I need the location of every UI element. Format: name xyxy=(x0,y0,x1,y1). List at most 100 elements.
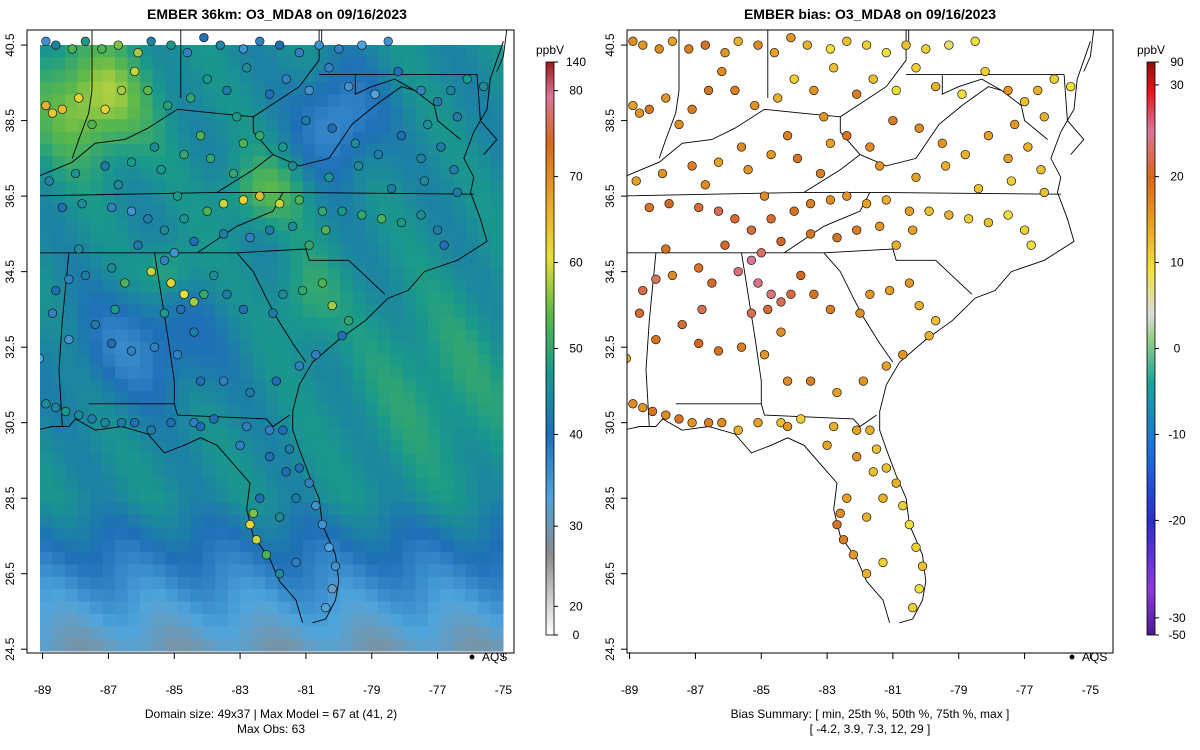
site-marker xyxy=(281,467,291,477)
bias-site-marker xyxy=(838,535,849,545)
bias-site-marker xyxy=(957,89,967,99)
site-marker xyxy=(265,225,275,235)
bias-site-marker xyxy=(819,112,829,122)
site-marker xyxy=(60,406,71,417)
bias-site-marker xyxy=(687,418,697,428)
bias-site-marker xyxy=(914,584,924,594)
site-marker xyxy=(479,81,489,92)
site-marker xyxy=(222,289,232,299)
bias-site-marker xyxy=(746,225,757,235)
site-marker xyxy=(70,168,81,179)
bias-site-marker xyxy=(940,161,951,171)
bias-site-marker xyxy=(944,40,954,50)
bias-site-marker xyxy=(861,40,872,50)
site-marker xyxy=(143,214,153,224)
bias-site-marker xyxy=(832,519,842,530)
site-marker xyxy=(238,138,249,148)
bias-site-marker xyxy=(931,81,941,92)
site-marker xyxy=(416,153,426,164)
site-marker xyxy=(77,199,87,209)
bias-site-marker xyxy=(891,478,901,488)
site-marker xyxy=(245,387,255,398)
bias-site-marker xyxy=(1026,240,1036,250)
site-marker xyxy=(215,40,225,50)
bias-site-marker xyxy=(720,240,730,250)
site-marker xyxy=(350,138,360,148)
bias-site-marker xyxy=(1003,210,1013,220)
site-marker xyxy=(324,542,334,552)
lat-tick-label: 30.5 xyxy=(603,411,617,435)
site-marker xyxy=(186,93,196,103)
site-marker xyxy=(419,176,430,186)
site-marker xyxy=(172,191,183,201)
lon-tick-label: -87 xyxy=(100,683,118,697)
site-marker xyxy=(294,361,304,371)
left-colorbar-unit: ppbV xyxy=(536,43,564,57)
bias-site-marker xyxy=(634,308,645,318)
left-lon-axis: -89 -87 -85 -83 -81 -79 -77 -75 xyxy=(34,653,512,697)
bias-site-marker xyxy=(904,278,915,288)
site-marker xyxy=(436,142,446,152)
bias-site-marker xyxy=(684,44,694,54)
bias-site-marker xyxy=(746,255,757,265)
bias-site-marker xyxy=(674,119,684,130)
bias-site-marker xyxy=(667,270,678,281)
bias-site-marker xyxy=(766,214,776,224)
site-marker xyxy=(179,289,189,299)
site-marker xyxy=(87,119,97,130)
bias-site-marker xyxy=(756,248,766,258)
site-marker xyxy=(446,85,456,96)
bias-site-marker xyxy=(674,414,684,424)
bias-site-marker xyxy=(881,463,891,473)
site-marker xyxy=(74,93,84,103)
site-marker xyxy=(133,48,143,58)
bias-site-marker xyxy=(878,557,888,568)
bias-site-marker xyxy=(805,199,816,209)
bias-site-marker xyxy=(651,274,661,284)
lat-tick-label: 28.5 xyxy=(603,486,617,510)
site-marker xyxy=(314,40,324,50)
bias-site-marker xyxy=(677,319,687,330)
bias-site-marker xyxy=(924,206,934,216)
site-marker xyxy=(113,180,123,190)
bias-site-marker xyxy=(829,63,839,73)
bias-site-marker xyxy=(769,48,780,58)
site-marker xyxy=(166,278,176,288)
lon-tick-label: -77 xyxy=(1016,683,1034,697)
lon-tick-label: -79 xyxy=(363,683,381,697)
site-marker xyxy=(393,66,403,77)
bias-site-marker xyxy=(901,40,911,50)
site-marker xyxy=(232,112,242,122)
site-marker xyxy=(44,176,54,186)
site-marker xyxy=(64,274,74,284)
site-marker xyxy=(209,270,219,281)
bias-site-marker xyxy=(911,542,921,552)
bias-site-marker xyxy=(861,512,872,522)
site-marker xyxy=(130,418,140,428)
bias-site-marker xyxy=(881,48,891,58)
colorbar-tick-label: 20 xyxy=(569,599,583,613)
bias-site-marker xyxy=(983,131,994,141)
bias-site-marker xyxy=(865,425,875,435)
bias-site-marker xyxy=(983,217,994,228)
lat-tick-label: 30.5 xyxy=(3,411,17,435)
site-marker xyxy=(334,44,344,54)
aqs-legend-label: AQS xyxy=(1082,650,1107,664)
bias-site-marker xyxy=(825,44,836,54)
bias-site-marker xyxy=(884,285,895,296)
site-marker xyxy=(51,40,61,50)
bias-site-marker xyxy=(1049,74,1059,84)
site-marker xyxy=(64,334,74,345)
bias-site-marker xyxy=(638,402,648,413)
site-marker xyxy=(209,414,219,424)
site-marker xyxy=(182,48,193,58)
bias-site-marker xyxy=(963,214,974,224)
bias-site-marker xyxy=(825,304,836,315)
site-marker xyxy=(370,89,380,99)
site-marker xyxy=(74,244,84,254)
site-marker xyxy=(218,229,229,239)
bias-site-marker xyxy=(786,32,796,43)
lat-tick-label: 32.5 xyxy=(603,335,617,359)
left-plot-frame xyxy=(26,29,515,654)
right-legend: AQS xyxy=(1069,650,1107,664)
